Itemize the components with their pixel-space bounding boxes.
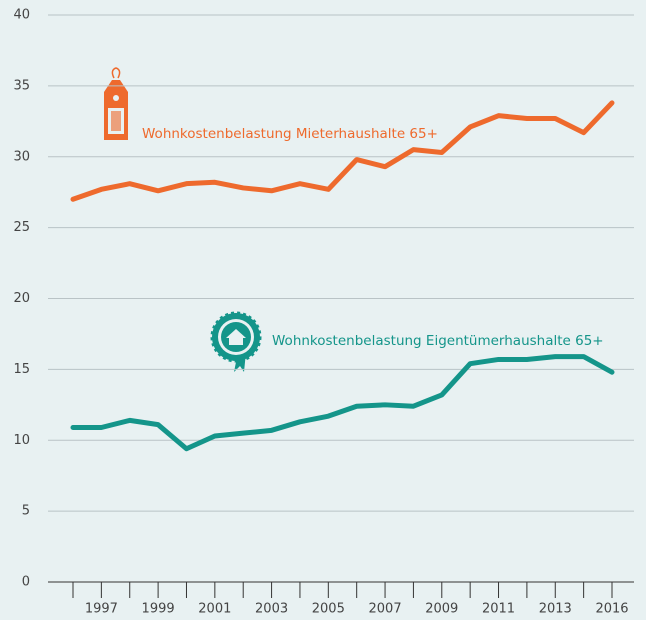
y-tick-label: 0 <box>22 575 30 590</box>
y-tick-label: 20 <box>13 291 30 306</box>
series-label: Wohnkostenbelastung Eigentümerhaushalte … <box>272 333 604 349</box>
y-tick-label: 40 <box>13 8 30 23</box>
x-tick-label: 2007 <box>369 602 402 617</box>
renter-icon <box>104 67 128 140</box>
series-line <box>70 100 615 202</box>
owner-icon <box>210 311 262 372</box>
x-tick-label: 2003 <box>255 602 288 617</box>
series-label: Wohnkostenbelastung Mieterhaushalte 65+ <box>142 126 438 142</box>
x-tick-label: 2016 <box>595 602 628 617</box>
x-tick-label: 1997 <box>85 602 118 617</box>
y-tick-label: 5 <box>22 504 30 519</box>
x-tick-label: 2011 <box>482 602 515 617</box>
x-tick-label: 1999 <box>142 602 175 617</box>
y-tick-label: 15 <box>13 362 30 377</box>
series-line <box>70 354 615 452</box>
y-tick-label: 10 <box>13 433 30 448</box>
x-tick-label: 2009 <box>425 602 458 617</box>
y-tick-label: 30 <box>13 149 30 164</box>
x-tick-label: 2001 <box>198 602 231 617</box>
x-tick-label: 2013 <box>539 602 572 617</box>
y-tick-label: 35 <box>13 78 30 93</box>
y-tick-label: 25 <box>13 220 30 235</box>
x-tick-label: 2005 <box>312 602 345 617</box>
